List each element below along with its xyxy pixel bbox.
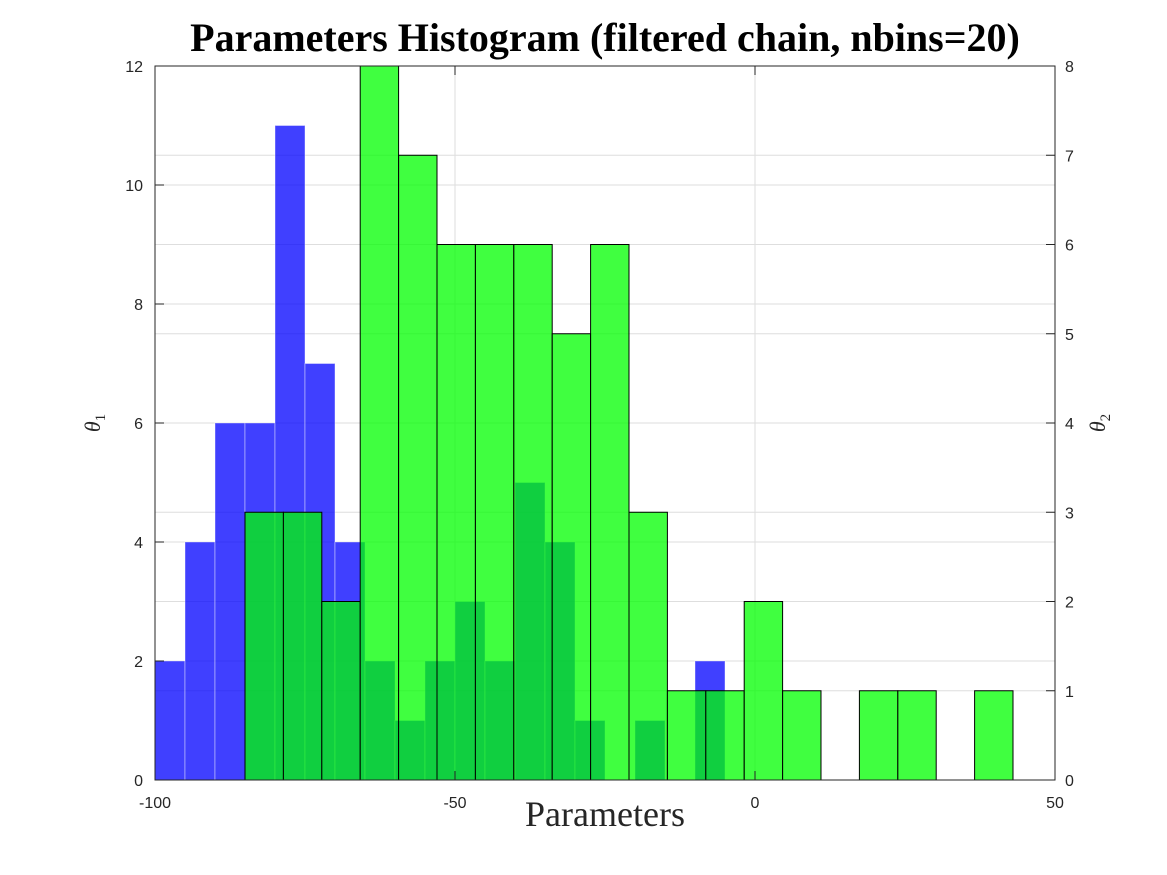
y-left-tick-label: 2 xyxy=(134,654,143,671)
y-right-tick-label: 3 xyxy=(1065,505,1074,522)
y-right-tick-label: 6 xyxy=(1065,238,1074,255)
histogram-bar-series-2 xyxy=(321,601,361,781)
histogram-bar-series-2 xyxy=(513,244,553,781)
y-axis-left-subscript: 1 xyxy=(93,414,109,422)
y-left-tick-label: 8 xyxy=(134,297,143,314)
histogram-bar-series-2 xyxy=(628,511,668,781)
y-axis-right-label: θ2 xyxy=(1085,414,1114,432)
y-left-tick-label: 4 xyxy=(134,535,143,552)
histogram-bar-series-2 xyxy=(897,690,937,781)
histogram-bar-series-2 xyxy=(782,690,822,781)
histogram-bar-series-2 xyxy=(858,690,899,781)
histogram-bar-series-2 xyxy=(974,690,1014,781)
histogram-bar-series-1 xyxy=(184,541,216,781)
y-axis-right-symbol: θ xyxy=(1085,421,1110,432)
x-tick-label: 50 xyxy=(1046,795,1064,812)
y-left-tick-label: 6 xyxy=(134,416,143,433)
y-left-tick-label: 0 xyxy=(134,773,143,790)
histogram-bar-series-2 xyxy=(359,65,400,781)
x-tick-label: -50 xyxy=(443,795,466,812)
histogram-bar-series-2 xyxy=(743,601,784,781)
y-left-tick-label: 12 xyxy=(125,59,143,76)
histogram-bar-series-1 xyxy=(154,660,186,781)
y-axis-left-symbol: θ xyxy=(80,421,105,432)
y-right-tick-label: 7 xyxy=(1065,148,1074,165)
y-right-tick-label: 5 xyxy=(1065,327,1074,344)
x-tick-label: 0 xyxy=(751,795,760,812)
bars-layer xyxy=(154,65,1014,781)
histogram-bar-series-2 xyxy=(551,333,592,781)
y-right-tick-label: 0 xyxy=(1065,773,1074,790)
y-axis-left-label: θ1 xyxy=(80,414,109,432)
histogram-bar-series-2 xyxy=(590,244,630,781)
y-left-tick-label: 10 xyxy=(125,178,143,195)
x-axis-label: Parameters xyxy=(525,794,685,834)
x-tick-label: -100 xyxy=(139,795,171,812)
histogram-bar-series-1 xyxy=(214,422,246,781)
y-right-tick-label: 4 xyxy=(1065,416,1074,433)
histogram-bar-series-2 xyxy=(282,511,323,781)
histogram-bar-series-2 xyxy=(666,690,707,781)
histogram-bar-series-2 xyxy=(474,244,515,781)
y-right-tick-label: 8 xyxy=(1065,59,1074,76)
histogram-bar-series-2 xyxy=(244,511,284,781)
y-axis-right-subscript: 2 xyxy=(1098,414,1114,422)
y-right-tick-label: 1 xyxy=(1065,684,1074,701)
y-right-tick-label: 2 xyxy=(1065,595,1074,612)
chart-title: Parameters Histogram (filtered chain, nb… xyxy=(190,15,1020,60)
histogram-bar-series-2 xyxy=(398,154,438,781)
histogram-bar-series-2 xyxy=(705,690,745,781)
histogram-bar-series-2 xyxy=(436,244,476,781)
